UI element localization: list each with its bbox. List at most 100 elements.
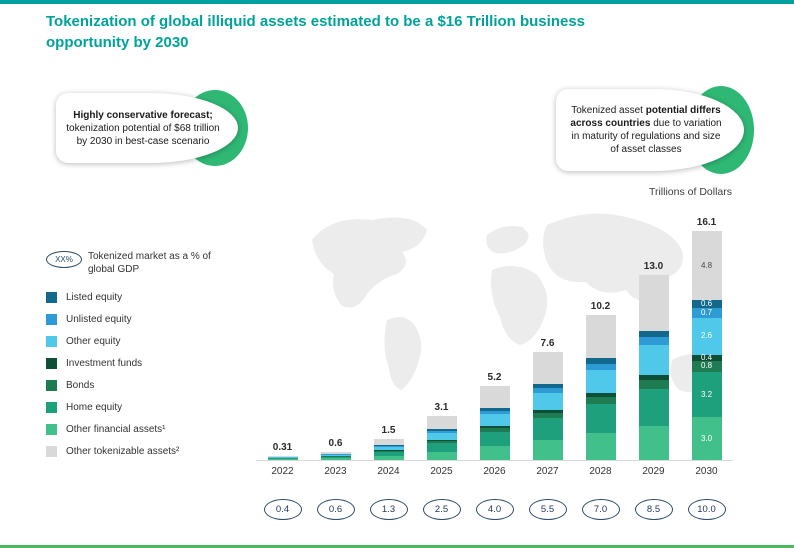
gdp-note-text: Tokenized market as a % of global GDP [88, 251, 211, 275]
legend-label: Bonds [66, 379, 95, 391]
segment-home-equity [638, 389, 669, 426]
segment-other-tokenizable-assets [638, 275, 669, 331]
segment-unlisted-equity: 0.7 [691, 308, 722, 319]
segment-other-equity [267, 457, 298, 458]
segment-other-tokenizable-assets [373, 438, 404, 445]
callout-left: Highly conservative forecast; tokenizati… [56, 90, 248, 166]
gdp-percent-oval: 1.3 [369, 499, 408, 520]
segment-unlisted-equity [373, 445, 404, 447]
segment-home-equity [373, 451, 404, 457]
callout-left-rest: tokenization potential of $68 trillion b… [66, 122, 220, 147]
segment-home-equity [532, 418, 563, 440]
segment-unlisted-equity [479, 410, 510, 415]
segment-other-equity [479, 414, 510, 427]
segment-listed-equity [585, 358, 616, 364]
segment-other-financial-assets [585, 433, 616, 460]
gdp-percent-row: 0.4 0.6 1.3 2.5 4.0 5.5 7.0 8.5 10.0 [256, 499, 733, 520]
bar-column-2026: 5.2 [468, 372, 521, 460]
stacked-bar [532, 352, 563, 460]
segment-other-equity [426, 432, 457, 440]
callout-left-text: Highly conservative forecast; tokenizati… [56, 93, 238, 163]
bar-column-2029: 13.0 [627, 261, 680, 460]
gdp-percent-badge: XX% [46, 251, 82, 268]
legend-swatch [46, 335, 57, 347]
segment-other-equity: 2.6 [691, 318, 722, 355]
gdp-oval-cell: 7.0 [574, 499, 627, 520]
segment-unlisted-equity [426, 430, 457, 433]
legend-item: Other financial assets¹ [46, 418, 256, 440]
callout-right-pre: Tokenized asset [571, 105, 646, 116]
segment-other-financial-assets [320, 458, 351, 460]
bottom-accent-line [0, 545, 794, 548]
year-label: 2030 [695, 466, 718, 477]
legend-item: Unlisted equity [46, 308, 256, 330]
legend-swatch [46, 401, 57, 413]
legend-item: Other equity [46, 330, 256, 352]
bar-column-2023: 0.6 [309, 438, 362, 460]
page-title: Tokenization of global illiquid assets e… [46, 13, 586, 51]
segment-investment-funds [426, 439, 457, 441]
bar-total-label: 10.2 [590, 301, 611, 313]
axis-units-label: Trillions of Dollars [648, 186, 732, 198]
segment-other-tokenizable-assets [532, 352, 563, 385]
segment-other-tokenizable-assets [426, 416, 457, 430]
segment-investment-funds: 0.4 [691, 354, 722, 361]
legend-label: Listed equity [66, 291, 123, 303]
callout-right: Tokenized asset potential differs across… [556, 86, 754, 174]
gdp-oval-cell: 4.0 [468, 499, 521, 520]
segment-other-tokenizable-assets [267, 455, 298, 457]
bar-total-label: 16.1 [696, 217, 717, 229]
segment-home-equity: 3.2 [691, 371, 722, 418]
x-axis-labels: 2022 2023 2024 2025 2026 2027 2028 2029 2030 [256, 461, 733, 477]
gdp-percent-oval: 0.6 [316, 499, 355, 520]
segment-investment-funds [638, 375, 669, 380]
gdp-oval-cell: 8.5 [627, 499, 680, 520]
gdp-oval-cell: 5.5 [521, 499, 574, 520]
stacked-bar [638, 275, 669, 460]
bar-column-2022: 0.31 [256, 442, 309, 460]
segment-home-equity [267, 458, 298, 460]
bar-column-2025: 3.1 [415, 402, 468, 460]
chart-legend: XX% Tokenized market as a % of global GD… [46, 250, 256, 462]
year-label: 2023 [324, 466, 347, 477]
legend-item: Bonds [46, 374, 256, 396]
legend-gdp-note: XX% Tokenized market as a % of global GD… [46, 250, 256, 276]
segment-investment-funds [585, 393, 616, 397]
legend-item: Investment funds [46, 352, 256, 374]
segment-other-financial-assets [426, 451, 457, 460]
segment-other-tokenizable-assets [320, 451, 351, 455]
gdp-oval-cell: 0.6 [309, 499, 362, 520]
top-accent-line [0, 0, 794, 4]
bar-total-label: 13.0 [643, 261, 664, 273]
segment-other-equity [585, 370, 616, 394]
legend-label: Other financial assets¹ [66, 423, 166, 435]
callout-right-bold: potential differs across countries [570, 105, 721, 129]
stacked-bar [479, 386, 510, 460]
bar-column-2027: 7.6 [521, 338, 574, 460]
stacked-bar [373, 438, 404, 460]
segment-other-equity [532, 392, 563, 411]
segment-listed-equity: 0.6 [691, 300, 722, 309]
stacked-bar-chart: 0.31 0.6 1.5 3.1 5.2 7.6 10.2 13.0 16.1 4.8 0.6 0.7… [256, 206, 733, 520]
legend-swatch [46, 357, 57, 369]
segment-bonds [638, 379, 669, 390]
gdp-percent-oval: 0.4 [263, 499, 302, 520]
segment-other-tokenizable-assets [585, 315, 616, 359]
segment-other-financial-assets: 3.0 [691, 417, 722, 460]
segment-other-financial-assets [373, 456, 404, 460]
segment-investment-funds [479, 426, 510, 428]
segment-other-financial-assets [479, 446, 510, 460]
year-label: 2029 [642, 466, 665, 477]
gdp-percent-oval: 7.0 [581, 499, 620, 520]
legend-label: Home equity [66, 401, 123, 413]
legend-swatch [46, 291, 57, 303]
segment-home-equity [585, 404, 616, 434]
stacked-bar [267, 455, 298, 460]
legend-swatch [46, 445, 57, 457]
bar-total-label: 7.6 [540, 338, 555, 350]
gdp-percent-oval: 10.0 [687, 499, 726, 520]
callout-left-bold: Highly conservative forecast; [73, 109, 213, 121]
segment-home-equity [426, 442, 457, 452]
segment-other-tokenizable-assets [479, 386, 510, 409]
legend-swatch [46, 313, 57, 325]
